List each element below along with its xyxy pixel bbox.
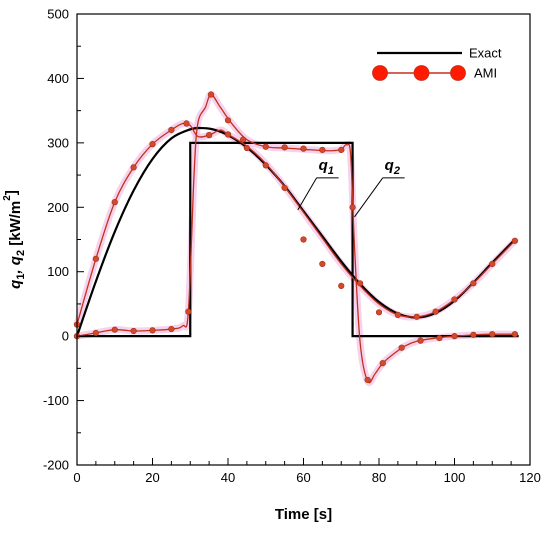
ami-marker — [436, 334, 443, 342]
y-axis-label-part: 2 — [15, 250, 27, 256]
annotation-label-q1: q1 — [319, 157, 334, 177]
ami-marker — [379, 360, 386, 367]
y-axis-label: q1, q2 [kW/m2] — [2, 190, 27, 289]
annotation-label-q2: q2 — [385, 157, 400, 177]
ami-marker — [224, 117, 232, 124]
ami-marker — [357, 280, 364, 287]
ami-marker — [300, 145, 307, 152]
ami-marker — [262, 162, 269, 169]
y-axis-label-part: q — [7, 280, 24, 289]
ami-marker — [183, 120, 190, 127]
ami-marker — [168, 126, 175, 134]
ami-halo — [73, 119, 519, 329]
y-tick-label: 200 — [47, 200, 69, 215]
ami-marker — [111, 326, 118, 333]
ami-marker — [375, 309, 383, 316]
ami-marker — [168, 325, 175, 333]
annotation-leader — [297, 177, 318, 211]
legend-ami-marker — [450, 65, 466, 81]
ami-marker — [281, 184, 288, 192]
ami-marker — [185, 308, 192, 315]
ami-marker — [432, 308, 439, 315]
ami-q2-line — [76, 93, 515, 384]
ami-marker — [413, 313, 420, 320]
ami-marker — [207, 91, 215, 98]
x-tick-label: 80 — [372, 470, 386, 485]
ami-marker — [470, 331, 477, 338]
annotation-base: q — [319, 157, 328, 174]
y-tick-label: 500 — [47, 7, 69, 22]
ami-marker — [262, 143, 269, 150]
ami-marker — [398, 344, 405, 351]
ami-marker — [240, 136, 247, 143]
ami-marker — [300, 236, 307, 243]
ticks-layer: 0 20 40 60 80 100 120 -200 -100 0 100 200 300 400 500 — [43, 7, 541, 486]
x-tick-label: 0 — [73, 470, 80, 485]
x-axis-label: Time [s] — [275, 506, 332, 523]
legend-ami-label: AMI — [474, 66, 497, 81]
ami-marker — [130, 327, 137, 335]
y-axis-label-part: ] — [3, 190, 20, 195]
y-tick-label: 400 — [47, 71, 69, 86]
ami-marker — [451, 333, 458, 340]
ami-marker — [149, 141, 156, 148]
annotation-leader — [354, 177, 384, 218]
ami-marker — [92, 255, 99, 262]
series-layer — [73, 91, 519, 387]
annotation-base: q — [385, 157, 394, 174]
ami-marker — [149, 327, 156, 334]
ami-marker — [224, 131, 232, 138]
y-axis-label-part: 2 — [2, 195, 13, 201]
y-axis-label-part: 1 — [15, 274, 27, 280]
x-tick-label: 100 — [444, 470, 466, 485]
y-axis-label-part: , q — [7, 256, 24, 275]
y-tick-label: -100 — [43, 393, 69, 408]
y-tick-label: 300 — [47, 135, 69, 150]
annotation-sub: 2 — [393, 165, 400, 177]
ami-marker — [281, 144, 288, 151]
annotation-sub: 1 — [328, 165, 334, 177]
legend: Exact AMI — [372, 46, 502, 81]
ami-marker — [92, 329, 99, 337]
y-tick-label: 0 — [62, 329, 69, 344]
ami-marker — [364, 376, 371, 384]
ami-marker — [511, 331, 519, 338]
ami-marker — [349, 204, 356, 211]
ami-marker — [451, 296, 458, 303]
ami-marker — [319, 146, 326, 154]
ami-marker — [130, 164, 137, 171]
ami-marker — [489, 331, 496, 338]
ami-marker — [511, 237, 519, 244]
exact-q2-line — [77, 141, 519, 338]
ami-marker — [206, 132, 213, 139]
ami-marker — [319, 260, 326, 268]
legend-exact-label: Exact — [469, 46, 502, 61]
y-tick-label: 100 — [47, 264, 69, 279]
x-tick-label: 60 — [296, 470, 310, 485]
ami-marker — [338, 146, 345, 154]
x-tick-label: 20 — [145, 470, 159, 485]
ami-marker — [394, 311, 401, 318]
ami-marker — [111, 199, 118, 206]
ami-marker — [489, 260, 496, 268]
y-tick-label: -200 — [43, 458, 69, 473]
ami-marker — [470, 280, 477, 287]
legend-ami-marker — [372, 65, 388, 81]
y-axis-label-part: [kW/m — [7, 201, 24, 250]
ami-marker — [338, 282, 345, 289]
x-tick-label: 120 — [519, 470, 541, 485]
ami-halo — [73, 91, 519, 387]
ami-marker — [417, 337, 424, 344]
x-tick-label: 40 — [221, 470, 235, 485]
annotation-layer: q1 q2 — [297, 157, 405, 218]
ami-marker — [243, 144, 250, 152]
legend-ami-marker — [413, 65, 430, 81]
